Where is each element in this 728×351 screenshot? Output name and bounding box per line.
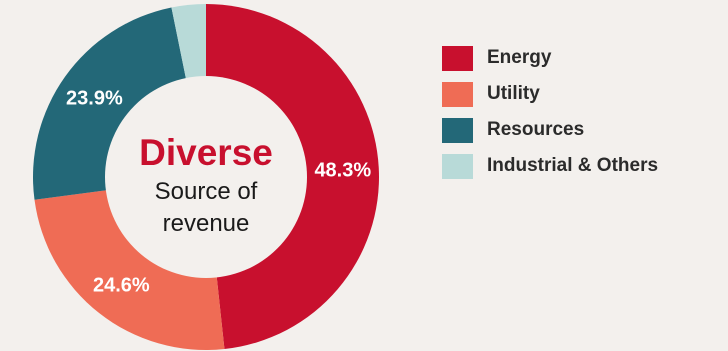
legend-swatch-utility: [442, 81, 473, 107]
legend-swatch-industrial-others: [442, 153, 473, 179]
legend-item-industrial-others: Industrial & Others: [442, 148, 658, 184]
legend-item-utility: Utility: [442, 76, 658, 112]
legend-label-industrial-others: Industrial & Others: [487, 155, 659, 176]
legend-item-resources: Resources: [442, 112, 658, 148]
legend: Energy Utility Resources Industrial & Ot…: [442, 40, 658, 184]
legend-label-resources: Resources: [487, 119, 585, 140]
center-headline: Diverse: [139, 132, 273, 173]
slice-label-resources: 23.9%: [66, 88, 123, 110]
legend-swatch-energy: [442, 45, 473, 71]
legend-label-utility: Utility: [487, 83, 540, 104]
legend-label-energy: Energy: [487, 47, 552, 68]
slice-label-energy: 48.3%: [314, 160, 371, 182]
center-line-2: revenue: [163, 210, 250, 237]
donut-center-hole: [105, 76, 307, 278]
slice-labels: 48.3% 24.6% 23.9%: [66, 88, 371, 297]
legend-item-energy: Energy: [442, 40, 658, 76]
legend-swatch-resources: [442, 117, 473, 143]
slice-label-utility: 24.6%: [93, 275, 150, 297]
center-line-1: Source of: [155, 178, 258, 205]
